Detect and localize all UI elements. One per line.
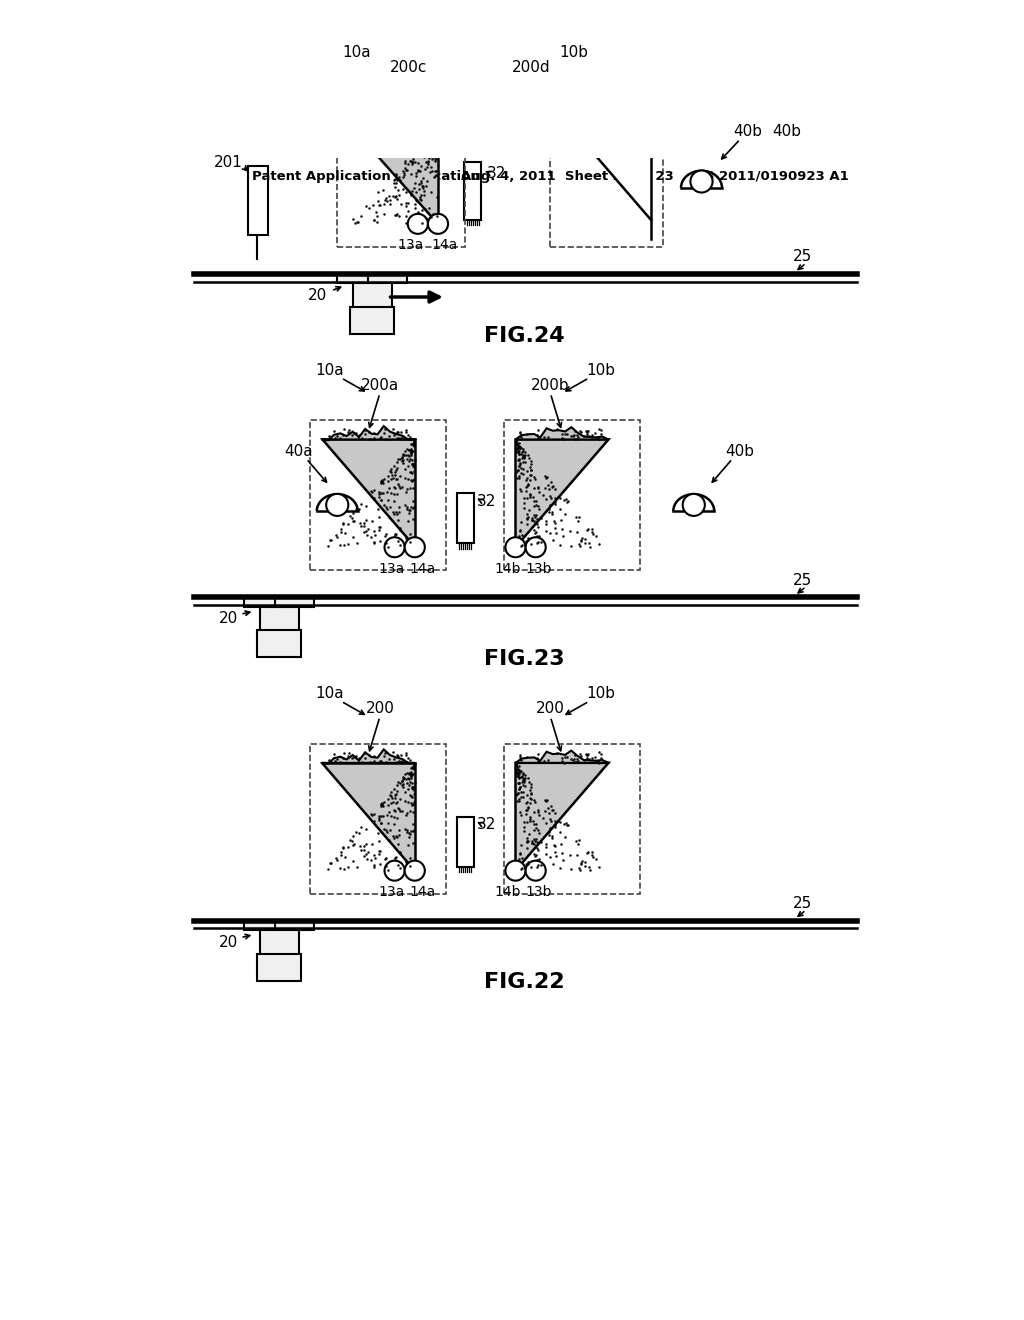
Bar [257, 954, 301, 981]
Circle shape [525, 861, 546, 880]
Text: 13a: 13a [379, 886, 404, 899]
Text: 200c: 200c [390, 59, 428, 75]
Text: 40b: 40b [733, 124, 763, 139]
Circle shape [408, 214, 428, 234]
Text: 25: 25 [793, 573, 812, 587]
Polygon shape [349, 114, 438, 124]
Bar [260, 607, 299, 632]
Bar [248, 166, 267, 235]
Polygon shape [322, 440, 415, 548]
Text: 20: 20 [219, 611, 239, 627]
Text: 200d: 200d [512, 59, 550, 75]
Bar [464, 162, 481, 220]
Circle shape [385, 537, 404, 557]
Polygon shape [515, 440, 608, 548]
Text: 40b: 40b [726, 444, 755, 458]
Polygon shape [558, 112, 651, 220]
Text: FIG.23: FIG.23 [484, 649, 565, 669]
Bar [352, 284, 391, 309]
Polygon shape [322, 750, 415, 764]
Circle shape [385, 861, 404, 880]
Text: 20: 20 [219, 935, 239, 950]
Text: 200a: 200a [360, 378, 399, 393]
Text: 10a: 10a [315, 363, 344, 378]
Text: 10a: 10a [315, 686, 344, 701]
Text: 32: 32 [477, 817, 497, 832]
Text: 25: 25 [793, 249, 812, 264]
Text: 10b: 10b [559, 45, 588, 59]
Text: 14b: 14b [495, 886, 521, 899]
Text: 14b: 14b [495, 562, 521, 576]
Text: 200b: 200b [531, 378, 569, 393]
Text: 25: 25 [793, 896, 812, 911]
Text: 32: 32 [486, 166, 506, 181]
Text: 20: 20 [308, 288, 328, 304]
Polygon shape [349, 124, 438, 224]
Bar [504, 420, 640, 570]
Text: 201: 201 [214, 154, 243, 170]
Text: 32: 32 [477, 494, 497, 508]
Bar [260, 929, 299, 956]
Text: 13a: 13a [397, 239, 424, 252]
Text: 40b: 40b [772, 124, 801, 139]
Text: US 2011/0190923 A1: US 2011/0190923 A1 [693, 169, 849, 182]
Text: 14a: 14a [431, 239, 458, 252]
Text: 10b: 10b [587, 363, 615, 378]
Text: 13b: 13b [525, 562, 552, 576]
Circle shape [506, 537, 525, 557]
Text: Aug. 4, 2011  Sheet 22 of 23: Aug. 4, 2011 Sheet 22 of 23 [461, 169, 674, 182]
Bar [310, 420, 445, 570]
Text: 10b: 10b [587, 686, 615, 701]
Circle shape [327, 494, 348, 516]
Text: FIG.22: FIG.22 [484, 973, 565, 993]
Text: 10a: 10a [342, 45, 371, 59]
Circle shape [404, 861, 425, 880]
Bar [337, 275, 407, 284]
Bar [457, 494, 474, 544]
Polygon shape [322, 426, 415, 441]
Polygon shape [515, 751, 608, 763]
Polygon shape [322, 763, 415, 871]
Polygon shape [515, 428, 608, 440]
Polygon shape [515, 763, 608, 871]
Bar [245, 921, 314, 929]
Text: 14a: 14a [410, 562, 435, 576]
Bar [337, 104, 465, 247]
Text: 13a: 13a [379, 562, 404, 576]
Text: 200: 200 [536, 701, 565, 717]
Circle shape [690, 170, 713, 193]
Circle shape [506, 861, 525, 880]
Bar [245, 598, 314, 607]
Text: 40a: 40a [285, 444, 312, 458]
Bar [457, 817, 474, 867]
Circle shape [404, 537, 425, 557]
Text: Patent Application Publication: Patent Application Publication [252, 169, 480, 182]
Circle shape [683, 494, 705, 516]
Circle shape [525, 537, 546, 557]
Text: 13b: 13b [525, 886, 552, 899]
Bar [310, 743, 445, 894]
Text: 14a: 14a [410, 886, 435, 899]
Bar [350, 308, 394, 334]
Text: 200: 200 [366, 701, 394, 717]
Bar [550, 104, 663, 247]
Bar [504, 743, 640, 894]
Bar [257, 631, 301, 657]
Circle shape [428, 214, 449, 234]
Text: FIG.24: FIG.24 [484, 326, 565, 346]
